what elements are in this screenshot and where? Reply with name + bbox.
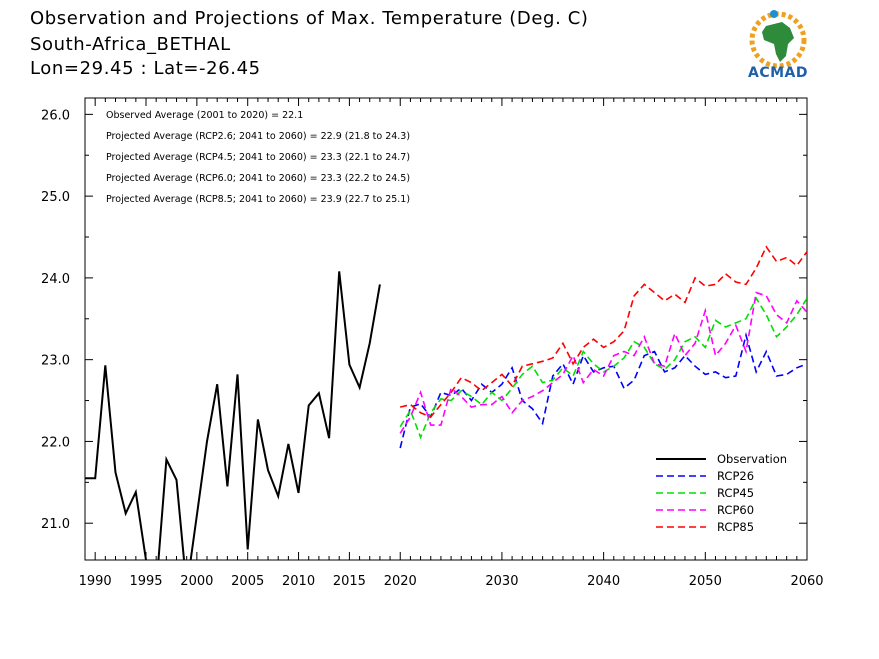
- annotation-1: Observed Average (2001 to 2020) = 22.1: [106, 110, 303, 121]
- legend-label: RCP45: [717, 486, 754, 500]
- x-tick-label: 2010: [282, 574, 315, 589]
- y-tick-label: 25.0: [41, 190, 70, 205]
- legend-label: RCP26: [717, 469, 754, 483]
- series-line-rcp60: [399, 291, 807, 434]
- legend-label: RCP85: [717, 520, 754, 534]
- annotation-4: Projected Average (RCP6.0; 2041 to 2060)…: [106, 173, 410, 184]
- logo-text: ACMAD: [748, 65, 808, 81]
- y-tick-label: 26.0: [41, 108, 70, 123]
- acmad-logo: [749, 10, 807, 69]
- y-tick-label: 23.0: [41, 354, 70, 369]
- x-tick-label: 2050: [689, 574, 722, 589]
- annotation-3: Projected Average (RCP4.5; 2041 to 2060)…: [106, 152, 410, 163]
- x-tick-label: 2000: [180, 574, 213, 589]
- y-tick-label: 24.0: [41, 272, 70, 287]
- series-line-observation: [85, 271, 381, 560]
- x-tick-label: 1995: [129, 574, 162, 589]
- x-tick-label: 2060: [790, 574, 823, 589]
- legend-label: RCP60: [717, 503, 754, 517]
- x-tick-label: 2015: [333, 574, 366, 589]
- x-tick-label: 1990: [79, 574, 112, 589]
- africa-map-icon: [749, 10, 807, 69]
- annotation-5: Projected Average (RCP8.5; 2041 to 2060)…: [106, 194, 410, 205]
- chart-title: Observation and Projections of Max. Temp…: [30, 8, 589, 29]
- plot-frame: [84, 97, 808, 561]
- x-tick-label: 2020: [384, 574, 417, 589]
- x-tick-label: 2005: [231, 574, 264, 589]
- series-line-rcp26: [399, 331, 807, 449]
- y-tick-label: 21.0: [41, 517, 70, 532]
- series-line-rcp45: [399, 296, 807, 440]
- station-name: South-Africa_BETHAL: [30, 34, 231, 55]
- x-tick-label: 2030: [485, 574, 518, 589]
- annotation-2: Projected Average (RCP2.6; 2041 to 2060)…: [106, 131, 410, 142]
- series-line-rcp85: [400, 245, 807, 418]
- x-tick-label: 2040: [587, 574, 620, 589]
- y-tick-label: 22.0: [41, 435, 70, 450]
- legend-label: Observation: [717, 452, 787, 466]
- station-coordinates: Lon=29.45 : Lat=-26.45: [30, 58, 261, 79]
